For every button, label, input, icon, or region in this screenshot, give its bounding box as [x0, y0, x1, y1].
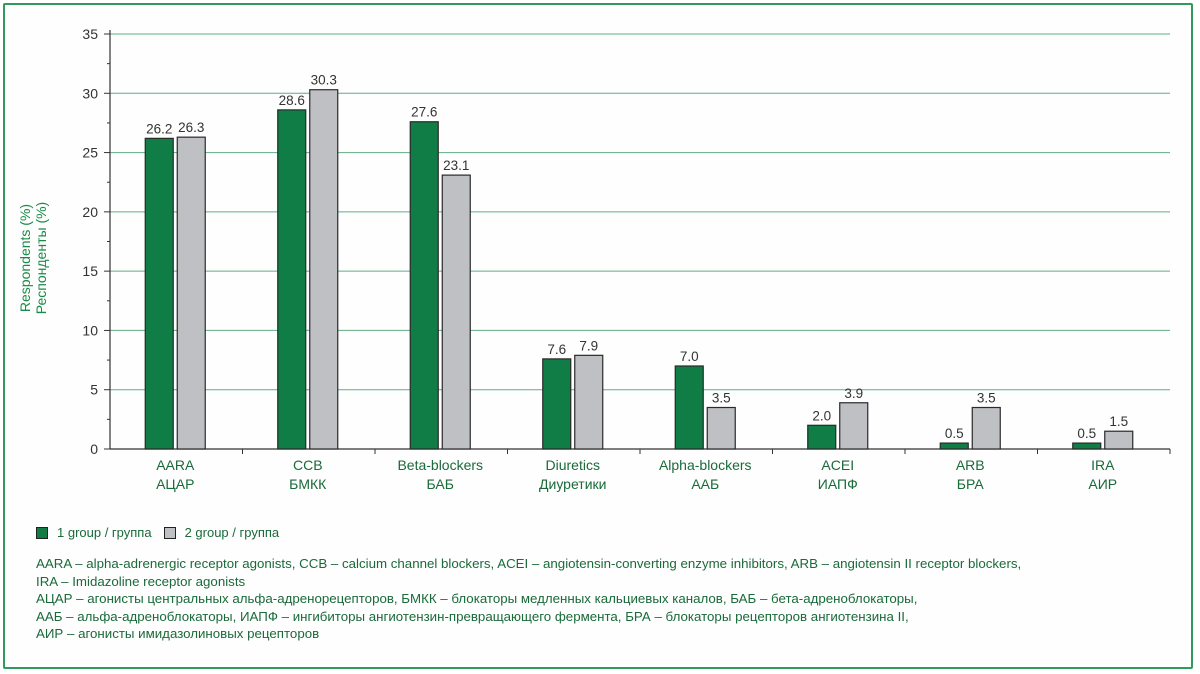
y-tick-label: 0: [90, 441, 98, 457]
note-line: AARA – alpha-adrenergic receptor agonist…: [36, 556, 1022, 571]
bar-group1: [277, 109, 307, 450]
x-category-label: IRA: [1091, 457, 1115, 473]
data-label: 7.0: [680, 349, 699, 364]
x-category-label: ИАПФ: [818, 476, 858, 492]
legend-item-group1: 1 group / группа: [36, 525, 152, 540]
bar-group1: [807, 424, 837, 450]
data-label: 7.6: [547, 342, 566, 357]
bar-group2: [1104, 430, 1134, 450]
data-label: 3.5: [712, 391, 731, 406]
x-category-label: БМКК: [289, 476, 327, 492]
bar-group2: [839, 402, 869, 450]
y-axis-label-ru: Респонденты (%): [33, 201, 49, 315]
x-category-label: ААБ: [691, 476, 719, 492]
bar-group1: [542, 358, 572, 450]
y-tick-label: 25: [82, 145, 98, 161]
bar-group1: [939, 442, 969, 450]
note-line: АИР – агонисты имидазолиновых рецепторов: [36, 626, 320, 641]
x-category-label: Alpha-blockers: [659, 457, 752, 473]
bar-group2: [309, 89, 339, 450]
bar-chart: 0 5 10 15 20 25 30 35 26.2 26.3 AARA АЦАР 28.6 30.3 CC…: [82, 26, 1171, 492]
bar-group2: [176, 136, 206, 450]
data-label: 28.6: [279, 93, 305, 108]
y-axis-label-en: Respondents (%): [17, 203, 33, 313]
x-category-label: АЦАР: [156, 476, 194, 492]
data-label: 30.3: [311, 73, 337, 88]
note-line: АЦАР – агонисты центральных альфа-адрено…: [36, 591, 918, 606]
y-tick-label: 10: [82, 322, 98, 338]
x-category-label: CCB: [293, 457, 323, 473]
x-category-label: ARB: [956, 457, 985, 473]
data-label: 26.3: [178, 120, 204, 135]
legend-swatch-group1: [36, 526, 48, 539]
data-label: 27.6: [411, 105, 437, 120]
y-axis-label: Respondents (%) Респонденты (%): [17, 193, 57, 323]
x-category-label: БРА: [957, 476, 985, 492]
note-line: IRA – Imidazoline receptor agonists: [36, 573, 246, 589]
x-category-label: Beta-blockers: [397, 457, 483, 473]
abbreviation-notes: AARA – alpha-adrenergic receptor agonist…: [36, 555, 1166, 643]
legend-label-group2: 2 group / группа: [184, 525, 280, 540]
bar-group1: [674, 365, 704, 450]
bar-group2: [971, 406, 1001, 450]
data-label: 23.1: [443, 158, 469, 173]
note-line: ААБ – альфа-адреноблокаторы, ИАПФ – инги…: [36, 608, 909, 624]
y-tick-label: 5: [90, 382, 98, 398]
data-label: 0.5: [1077, 426, 1096, 441]
bar-group1: [1072, 442, 1102, 450]
data-label: 7.9: [579, 338, 598, 353]
y-tick-label: 15: [82, 263, 98, 279]
x-category-label: AARA: [156, 457, 195, 473]
bar-group1: [144, 137, 174, 450]
legend-item-group2: 2 group / группа: [163, 525, 280, 540]
data-label: 0.5: [945, 426, 964, 441]
bar-group2: [441, 174, 471, 450]
data-label: 26.2: [146, 121, 172, 136]
y-tick-label: 30: [82, 85, 98, 101]
bar-group1: [409, 121, 439, 450]
y-tick-label: 35: [82, 26, 98, 42]
bar-group2: [574, 354, 604, 450]
legend-swatch-group2: [163, 526, 176, 539]
legend: 1 group / группа 2 group / группа: [36, 525, 291, 540]
data-label: 1.5: [1109, 414, 1128, 429]
data-label: 2.0: [812, 408, 831, 423]
legend-label-group1: 1 group / группа: [57, 525, 152, 540]
x-category-label: Diuretics: [546, 457, 600, 473]
data-label: 3.9: [844, 386, 863, 401]
bar-group2: [706, 406, 736, 450]
x-category-label: ACEI: [821, 457, 854, 473]
y-tick-label: 20: [82, 204, 98, 220]
x-category-label: Диуретики: [539, 476, 606, 492]
x-category-label: АИР: [1088, 476, 1117, 492]
data-label: 3.5: [977, 391, 996, 406]
x-category-label: БАБ: [427, 476, 454, 492]
